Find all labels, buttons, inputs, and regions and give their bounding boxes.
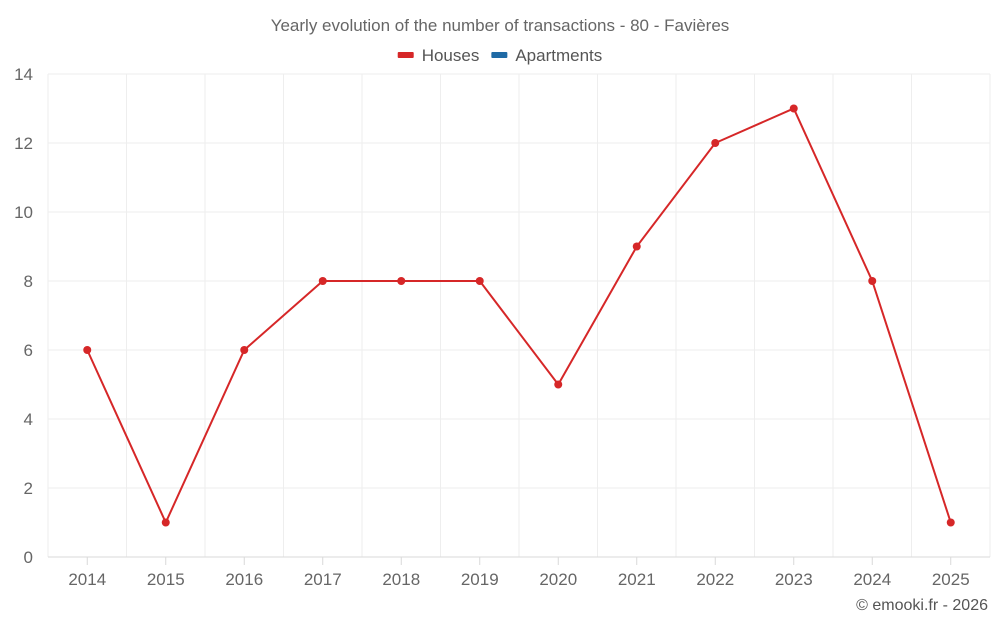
legend-label: Apartments xyxy=(515,46,602,65)
x-tick-label: 2014 xyxy=(68,570,106,589)
x-tick-label: 2015 xyxy=(147,570,185,589)
x-tick-label: 2017 xyxy=(304,570,342,589)
y-tick-label: 6 xyxy=(24,341,33,360)
y-tick-label: 10 xyxy=(14,203,33,222)
x-tick-label: 2025 xyxy=(932,570,970,589)
data-point-houses-2015[interactable] xyxy=(161,518,170,527)
legend-item-houses[interactable]: Houses xyxy=(397,46,480,65)
x-tick-label: 2016 xyxy=(225,570,263,589)
grid xyxy=(47,73,991,557)
data-point-houses-2020[interactable] xyxy=(554,380,563,389)
y-tick-label: 14 xyxy=(14,65,33,84)
x-tick-label: 2024 xyxy=(853,570,891,589)
data-point-houses-2018[interactable] xyxy=(397,277,406,285)
series-line-houses xyxy=(86,107,952,525)
data-point-houses-2019[interactable] xyxy=(475,277,484,285)
x-tick-label: 2022 xyxy=(696,570,734,589)
data-point-houses-2017[interactable] xyxy=(318,277,327,285)
x-tick-label: 2019 xyxy=(461,570,499,589)
x-tick-label: 2018 xyxy=(382,570,420,589)
chart-credit: © emooki.fr - 2026 xyxy=(856,597,988,614)
y-tick-label: 4 xyxy=(24,410,33,429)
axes: 0 2 4 6 8 10 12 14 2014 2015 2016 2017 2018 2019 2020 2… xyxy=(14,65,990,589)
data-point-houses-2014[interactable] xyxy=(83,346,92,354)
y-tick-label: 2 xyxy=(24,479,33,498)
legend: Houses Apartments xyxy=(397,46,602,65)
legend-label: Houses xyxy=(422,46,480,65)
data-point-houses-2024[interactable] xyxy=(868,277,877,285)
data-point-houses-2021[interactable] xyxy=(632,242,641,251)
data-point-houses-2016[interactable] xyxy=(240,346,249,354)
chart-title: Yearly evolution of the number of transa… xyxy=(271,16,730,35)
x-tick-label: 2020 xyxy=(539,570,577,589)
x-tick-label: 2023 xyxy=(775,570,813,589)
x-tick-label: 2021 xyxy=(618,570,656,589)
y-tick-label: 0 xyxy=(24,548,33,567)
y-tick-label: 8 xyxy=(24,272,33,291)
data-point-houses-2022[interactable] xyxy=(711,139,720,147)
data-point-houses-2023[interactable] xyxy=(789,104,798,113)
legend-swatch xyxy=(491,52,508,58)
series-layer xyxy=(83,104,955,527)
legend-swatch xyxy=(397,52,414,58)
y-tick-label: 12 xyxy=(14,134,33,153)
legend-item-apartments[interactable]: Apartments xyxy=(491,46,602,65)
data-point-houses-2025[interactable] xyxy=(946,518,955,527)
